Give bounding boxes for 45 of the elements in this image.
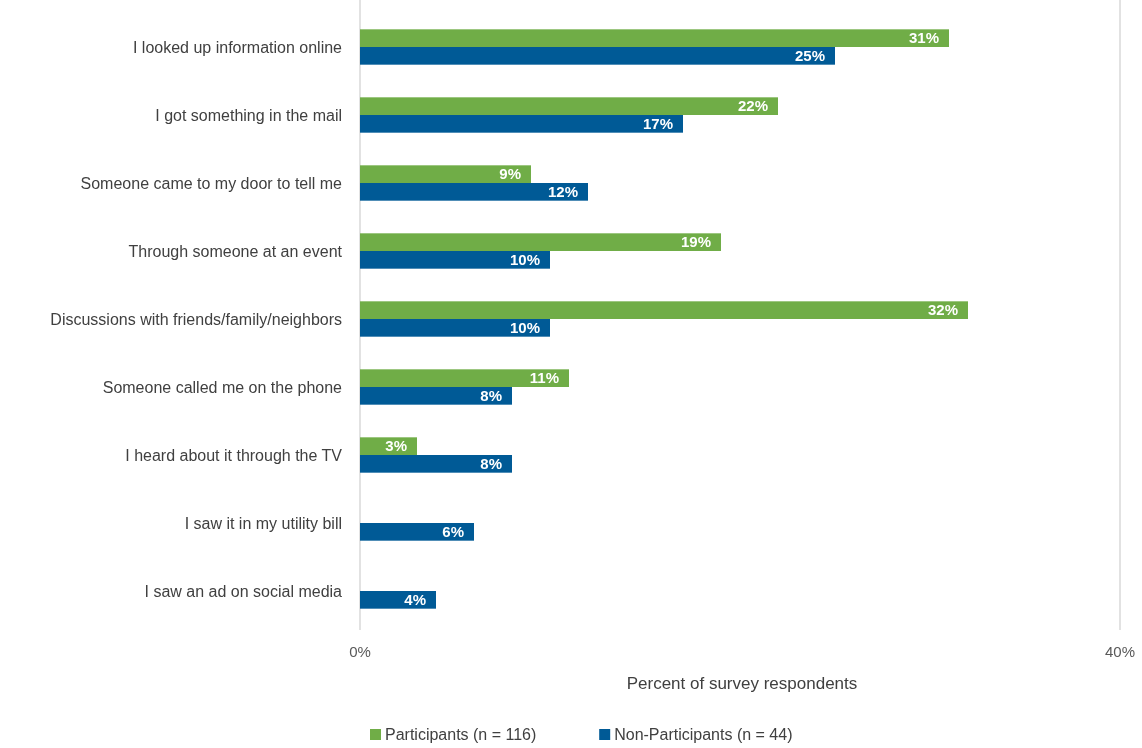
data-label: 32% [927, 301, 958, 319]
bar [360, 455, 512, 473]
data-label: 10% [509, 319, 540, 337]
bar [360, 387, 512, 405]
bar [360, 115, 683, 133]
bar [360, 233, 721, 251]
data-label: 8% [480, 387, 502, 405]
legend-label: Non-Participants (n = 44) [614, 726, 793, 743]
data-label: 17% [642, 115, 673, 133]
data-label: 4% [404, 591, 426, 609]
bar [360, 591, 436, 609]
data-label: 25% [794, 47, 825, 65]
bar [360, 319, 550, 337]
bar [360, 369, 569, 387]
data-label: 8% [480, 455, 502, 473]
y-tick-label: I got something in the mail [155, 106, 342, 124]
bar [360, 165, 531, 183]
x-tick-label: 40% [1104, 643, 1136, 660]
y-tick-label: I heard about it through the TV [125, 446, 343, 464]
y-tick-label: Through someone at an event [128, 242, 343, 260]
y-tick-label: I saw it in my utility bill [184, 514, 342, 532]
y-tick-label: Someone called me on the phone [102, 378, 343, 396]
data-label: 6% [442, 523, 464, 541]
y-tick-label: Discussions with friends/family/neighbors [50, 310, 342, 328]
bar [360, 183, 588, 201]
data-label: 9% [499, 165, 521, 183]
bar [360, 29, 949, 47]
y-tick-label: I saw an ad on social media [144, 582, 343, 600]
legend-label: Participants (n = 116) [385, 726, 537, 743]
data-label: 12% [547, 183, 578, 201]
bar [360, 97, 778, 115]
bar [360, 47, 835, 65]
data-label: 19% [680, 233, 711, 251]
y-tick-label: Someone came to my door to tell me [80, 174, 343, 192]
x-tick-label: 0% [349, 643, 371, 660]
bar [360, 301, 968, 319]
y-tick-label: I looked up information online [132, 38, 343, 56]
data-label: 3% [385, 437, 407, 455]
data-label: 22% [737, 97, 768, 115]
data-label: 10% [509, 251, 540, 269]
bar [360, 523, 474, 541]
x-axis-title: Percent of survey respondents [626, 674, 858, 693]
data-label: 31% [908, 29, 939, 47]
bar [360, 251, 550, 269]
data-label: 11% [529, 369, 559, 387]
